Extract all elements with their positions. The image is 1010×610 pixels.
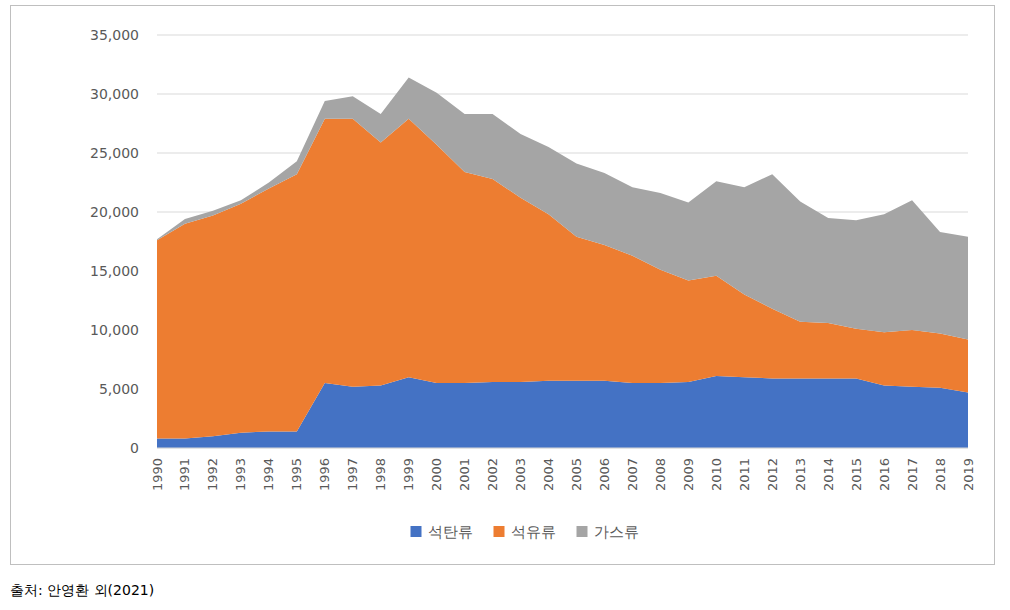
x-tick-label: 2013 <box>793 458 808 491</box>
x-tick-label: 2015 <box>849 458 864 491</box>
legend: 석탄류 석유류 가스류 <box>411 523 639 541</box>
legend-swatch <box>577 526 588 537</box>
y-tick-label: 5,000 <box>99 381 139 397</box>
grid-line <box>157 448 968 449</box>
x-tick-label: 2001 <box>457 458 472 491</box>
x-tick-label: 2002 <box>485 458 500 491</box>
x-tick-label: 2010 <box>709 458 724 491</box>
area-series <box>157 77 968 339</box>
chart-page: 0 5,000 10,000 15,000 20,000 25,000 30,000 35,0… <box>0 0 1010 610</box>
x-tick-label: 1993 <box>233 458 248 491</box>
legend-swatch <box>411 526 422 537</box>
y-tick-label: 25,000 <box>90 145 139 161</box>
x-tick-label: 2007 <box>625 458 640 491</box>
x-tick-label: 2018 <box>933 458 948 491</box>
y-tick-label: 35,000 <box>90 27 139 43</box>
y-tick-label: 10,000 <box>90 322 139 338</box>
x-tick-label: 2016 <box>877 458 892 491</box>
grid-line <box>157 35 968 36</box>
y-tick-label: 20,000 <box>90 204 139 220</box>
y-tick-label: 0 <box>130 440 139 456</box>
x-tick-label: 2011 <box>737 458 752 491</box>
x-tick-label: 2014 <box>821 458 836 491</box>
legend-label: 석유류 <box>511 523 556 541</box>
x-tick-label: 2019 <box>961 458 976 491</box>
x-tick-label: 1995 <box>289 458 304 491</box>
grid-line <box>157 153 968 154</box>
y-tick-label: 15,000 <box>90 263 139 279</box>
plot-area <box>157 77 968 448</box>
x-tick-label: 1994 <box>261 458 276 491</box>
chart-svg: 0 5,000 10,000 15,000 20,000 25,000 30,000 35,0… <box>0 0 1010 610</box>
x-tick-label: 2006 <box>597 458 612 491</box>
grid-line <box>157 94 968 95</box>
x-tick-label: 2004 <box>541 458 556 491</box>
x-tick-label: 2009 <box>681 458 696 491</box>
x-tick-label: 1990 <box>150 458 165 491</box>
legend-swatch <box>494 526 505 537</box>
x-tick-label: 2005 <box>569 458 584 491</box>
x-tick-label: 2003 <box>513 458 528 491</box>
x-tick-label: 2012 <box>765 458 780 491</box>
x-tick-label: 1996 <box>317 458 332 491</box>
x-tick-label: 1999 <box>401 458 416 491</box>
x-tick-label: 2000 <box>429 458 444 491</box>
x-tick-label: 1998 <box>373 458 388 491</box>
x-axis-line <box>157 448 968 449</box>
x-tick-label: 1997 <box>345 458 360 491</box>
x-tick-label: 2008 <box>653 458 668 491</box>
y-tick-label: 30,000 <box>90 86 139 102</box>
source-note: 출처: 안영환 외(2021) <box>10 582 154 600</box>
legend-label: 가스류 <box>594 523 639 541</box>
legend-label: 석탄류 <box>428 523 473 541</box>
x-tick-label: 1991 <box>177 458 192 491</box>
x-tick-label: 1992 <box>205 458 220 491</box>
x-tick-label: 2017 <box>905 458 920 491</box>
